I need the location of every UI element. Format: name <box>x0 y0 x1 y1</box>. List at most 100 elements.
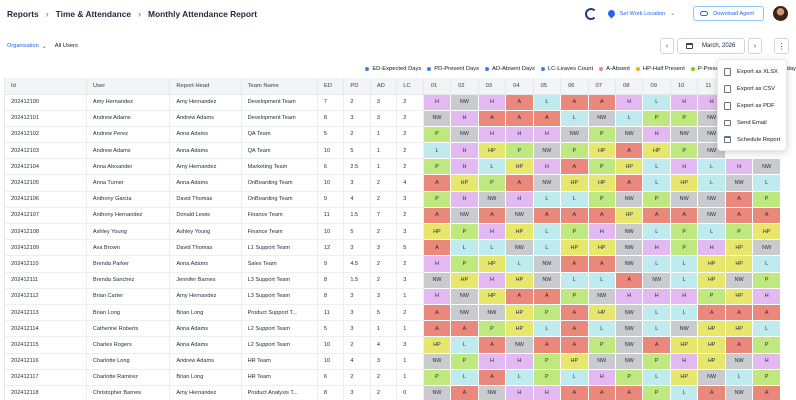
cell-ad: 4 <box>370 336 398 354</box>
day-status-cell: HP <box>670 336 699 354</box>
column-header[interactable]: Id <box>5 78 87 95</box>
legend-label: HP-Half Present <box>642 66 685 72</box>
table-row[interactable]: 202412106 Anthony Garcia David Thomas OnBoa… <box>5 191 780 208</box>
day-status-cell: A <box>423 239 452 257</box>
day-status-cell: HP <box>642 142 671 160</box>
day-status-cell: HP <box>423 336 452 354</box>
cell-id: 202412114 <box>5 320 87 338</box>
day-status-cell: A <box>450 385 479 400</box>
breadcrumb-time-attendance[interactable]: Time & Attendance <box>55 8 132 19</box>
cell-user: Brian Carter <box>86 288 171 305</box>
day-status-cell: NW <box>423 353 452 370</box>
table-row[interactable]: 202412113 Brian Long Brian Long Product Sup… <box>5 304 780 322</box>
day-status-cell: P <box>752 191 780 208</box>
column-header[interactable]: User <box>86 78 171 95</box>
column-header[interactable]: 05 <box>533 78 562 95</box>
next-month-button[interactable]: › <box>748 38 762 54</box>
table-row[interactable]: 202412112 Brian Carter Amy Hernandez L3 Sup… <box>5 288 780 305</box>
table-row[interactable]: 202412116 Charlotte Long Andrew Adams HR Te… <box>5 353 780 370</box>
send-email-item[interactable]: Send Email <box>718 114 786 131</box>
table-row[interactable]: 202412103 Andrew Adams Anna Adams QA Team 10… <box>5 142 780 160</box>
day-status-cell: HP <box>505 158 534 176</box>
table-row[interactable]: 202412115 Charles Rogers Anna Adams L2 Supp… <box>5 336 780 354</box>
table-row[interactable]: 202412101 Andrew Adams Andrew Adams Develop… <box>5 110 780 127</box>
table-row[interactable]: 202412110 Brenda Parker Anna Adams Sales Te… <box>5 255 780 273</box>
breadcrumb-current: Monthly Attendance Report <box>148 8 258 19</box>
day-status-cell: H <box>423 94 452 111</box>
day-status-cell: P <box>642 110 671 127</box>
day-status-cell: H <box>642 288 671 305</box>
column-header[interactable]: 03 <box>478 78 507 95</box>
column-header[interactable]: Report Head <box>169 78 242 95</box>
day-status-cell: A <box>615 142 644 160</box>
xlsx-file-icon <box>724 67 731 76</box>
day-status-cell: NW <box>697 191 726 208</box>
day-status-cell: HP <box>505 320 534 338</box>
download-agent-button[interactable]: Download Agent <box>693 6 764 21</box>
cell-ed: 10 <box>317 142 345 160</box>
column-header[interactable]: LC <box>396 78 424 95</box>
column-header[interactable]: 01 <box>423 78 452 95</box>
column-header[interactable]: ED <box>317 78 345 95</box>
day-status-cell: A <box>505 94 534 111</box>
column-header[interactable]: AD <box>370 78 398 95</box>
cell-pd: 3 <box>343 239 371 257</box>
column-header[interactable]: 09 <box>642 78 671 95</box>
column-header[interactable]: PD <box>343 78 371 95</box>
cell-ed: 8 <box>317 272 345 289</box>
cell-head: Anna Adams <box>169 142 242 160</box>
day-status-cell: P <box>450 255 479 273</box>
day-status-cell: A <box>560 207 589 225</box>
table-row[interactable]: 202412100 Amy Hernandez Amy Hernandez Devel… <box>5 94 780 111</box>
column-header[interactable]: 10 <box>670 78 699 95</box>
set-work-location-button[interactable]: Set Work Location ⌄ <box>606 8 676 19</box>
table-row[interactable]: 202412104 Anna Alexander Amy Hernandez Mark… <box>5 158 780 176</box>
schedule-report-item[interactable]: Schedule Report <box>718 131 786 148</box>
cell-pd: 4 <box>343 191 371 208</box>
column-header[interactable]: 02 <box>450 78 479 95</box>
table-row[interactable]: 202412114 Catherine Roberts Anna Adams L2 S… <box>5 320 780 338</box>
organisation-dropdown[interactable]: Organisation ⌄ <box>7 43 47 50</box>
export-pdf-item[interactable]: Export as PDF <box>718 97 786 114</box>
attendance-table[interactable]: Id User Report Head Team Name ED PD AD LC 01 02 03… <box>4 78 780 400</box>
more-options-button[interactable]: ⋮ <box>774 38 789 54</box>
cell-team: Development Team <box>241 110 318 127</box>
day-status-cell: HP <box>615 158 644 176</box>
table-row[interactable]: 202412118 Christopher Barnes Amy Hernandez… <box>5 385 780 400</box>
export-csv-item[interactable]: Export as CSV <box>718 80 786 97</box>
table-row[interactable]: 202412108 Ashley Young Ashley Young Finance… <box>5 223 780 241</box>
table-row[interactable]: 202412109 Ava Brown David Thomas L1 Support… <box>5 239 780 257</box>
column-header[interactable]: Team Name <box>241 78 318 95</box>
day-status-cell: NW <box>505 336 534 354</box>
prev-month-button[interactable]: ‹ <box>660 38 674 54</box>
day-status-cell: HP <box>478 288 507 305</box>
table-row[interactable]: 202412117 Charlotte Ramirez Brian Long HR T… <box>5 369 780 386</box>
cell-lc: 4 <box>396 174 424 192</box>
day-status-cell: HP <box>423 223 452 241</box>
day-status-cell: NW <box>670 191 699 208</box>
month-picker[interactable]: March, 2026 <box>677 38 745 54</box>
day-status-cell: A <box>533 207 562 225</box>
table-row[interactable]: 202412105 Anna Turner Anna Adams OnBoarding… <box>5 174 780 192</box>
day-status-cell: L <box>533 191 562 208</box>
column-header[interactable]: 07 <box>588 78 617 95</box>
column-header[interactable]: 04 <box>505 78 534 95</box>
chevron-down-icon: ⌄ <box>670 11 676 17</box>
column-header[interactable]: 06 <box>560 78 589 95</box>
day-status-cell: HP <box>560 353 589 370</box>
export-xlsx-item[interactable]: Export as XLSX <box>718 63 786 80</box>
day-status-cell: P <box>588 191 617 208</box>
users-filter[interactable]: All Users <box>54 43 78 49</box>
table-row[interactable]: 202412111 Brenda Sanchez Jennifer Barnes L3… <box>5 272 780 289</box>
user-avatar[interactable] <box>773 6 788 21</box>
cell-lc: 3 <box>396 223 424 241</box>
day-status-cell: A <box>560 320 589 338</box>
day-status-cell: A <box>478 369 507 386</box>
day-status-cell: L <box>450 336 479 354</box>
cell-lc: 2 <box>396 255 424 273</box>
cell-team: Product Analysis T... <box>241 385 318 400</box>
breadcrumb-reports[interactable]: Reports <box>7 8 39 19</box>
table-row[interactable]: 202412107 Anthony Hernandez Donald Lewis Fi… <box>5 207 780 225</box>
column-header[interactable]: 08 <box>615 78 644 95</box>
table-row[interactable]: 202412102 Andrew Perez Anna Adams QA Team 5 2… <box>5 126 780 144</box>
